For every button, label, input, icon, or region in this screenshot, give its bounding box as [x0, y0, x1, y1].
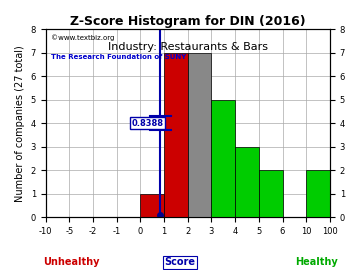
Bar: [211, 100, 235, 217]
Text: Industry: Restaurants & Bars: Industry: Restaurants & Bars: [108, 42, 268, 52]
Bar: [188, 53, 211, 217]
Text: Unhealthy: Unhealthy: [43, 257, 100, 267]
Title: Z-Score Histogram for DIN (2016): Z-Score Histogram for DIN (2016): [70, 15, 306, 28]
Bar: [259, 170, 283, 217]
Text: ©www.textbiz.org: ©www.textbiz.org: [51, 35, 115, 42]
Text: 0.8388: 0.8388: [131, 119, 163, 128]
Bar: [235, 147, 259, 217]
Bar: [140, 194, 164, 217]
Y-axis label: Number of companies (27 total): Number of companies (27 total): [15, 45, 25, 202]
Text: The Research Foundation of SUNY: The Research Foundation of SUNY: [51, 54, 186, 60]
Bar: [306, 170, 330, 217]
Bar: [164, 53, 188, 217]
Text: Healthy: Healthy: [295, 257, 338, 267]
Text: Score: Score: [165, 257, 195, 267]
